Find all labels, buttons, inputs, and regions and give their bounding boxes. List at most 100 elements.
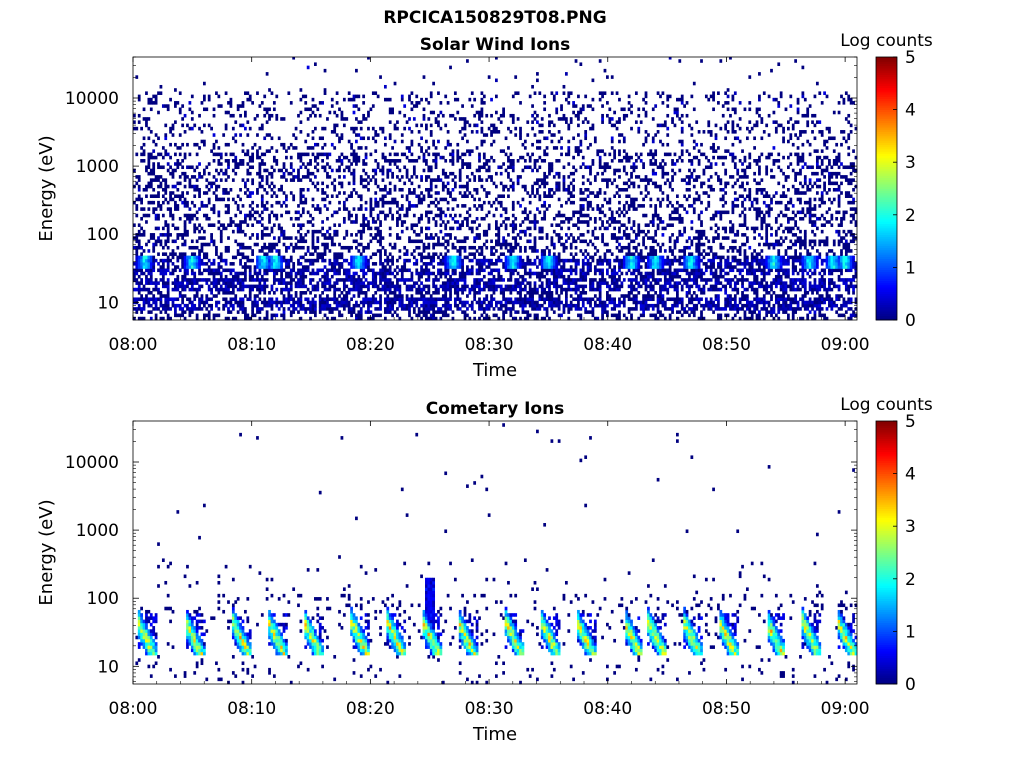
heatmap-cell [499,252,503,256]
heatmap-cell [137,297,141,302]
heatmap-cell [548,258,551,263]
heatmap-cell [581,233,585,237]
heatmap-cell [371,168,375,173]
heatmap-cell [137,175,141,179]
heatmap-cell [142,207,146,211]
heatmap-cell [577,94,580,99]
heatmap-cell [140,152,143,157]
heatmap-cell [176,146,180,150]
heatmap-cell [408,126,411,131]
heatmap-cell [210,233,213,237]
heatmap-cell [434,297,438,302]
heatmap-cell [396,265,399,269]
heatmap-cell [183,284,187,289]
heatmap-cell [364,200,368,205]
heatmap-cell [429,130,433,134]
heatmap-cell [528,281,532,285]
heatmap-cell [299,155,303,160]
heatmap-cell [557,258,561,263]
heatmap-cell [569,278,573,282]
heatmap-cell [557,300,561,305]
heatmap-cell [282,255,286,260]
heatmap-cell [169,297,172,302]
heatmap-cell [449,65,452,70]
heatmap-cell [408,146,411,150]
heatmap-cell [519,155,522,160]
heatmap-cell [321,268,324,273]
heatmap-cell [451,316,455,321]
heatmap-cell [497,200,501,205]
heatmap-cell [446,284,450,289]
heatmap-cell [311,104,315,108]
heatmap-cell [159,291,163,295]
heatmap-cell [552,175,556,179]
heatmap-cell [188,207,192,211]
heatmap-cell [543,178,547,182]
heatmap-cell [171,268,175,273]
heatmap-cell [328,226,332,231]
heatmap-cell [253,297,257,302]
heatmap-cell [466,300,469,305]
heatmap-cell [485,294,489,298]
heatmap-cell [364,178,368,182]
heatmap-cell [178,152,182,157]
heatmap-cell [186,204,189,208]
heatmap-cell [277,252,281,256]
heatmap-cell [234,316,238,321]
heatmap-cell [596,204,600,208]
heatmap-cell [212,191,216,195]
heatmap-cell [367,297,370,302]
heatmap-cell [458,245,462,250]
heatmap-cell [560,107,563,112]
heatmap-cell [292,245,296,250]
heatmap-cell [263,278,267,282]
heatmap-cell [251,152,255,157]
heatmap-cell [272,101,276,105]
heatmap-cell [314,310,317,314]
heatmap-cell [186,191,189,195]
heatmap-cell [224,210,228,215]
heatmap-cell [470,258,474,263]
heatmap-cell [543,159,547,163]
heatmap-cell [519,262,522,266]
heatmap-cell [202,123,206,128]
heatmap-cell [234,133,238,137]
heatmap-cell [441,184,445,189]
heatmap-cell [538,197,542,202]
heatmap-cell [137,291,141,295]
heatmap-cell [198,303,201,308]
heatmap-cell [507,194,510,198]
heatmap-cell [137,242,141,247]
heatmap-cell [577,146,580,150]
heatmap-cell [142,287,146,292]
heatmap-cell [567,226,571,231]
heatmap-cell [260,274,264,279]
heatmap-cell [550,239,554,244]
heatmap-cell [280,274,283,279]
heatmap-cell [579,142,583,147]
heatmap-cell [294,307,298,311]
heatmap-cell [256,294,259,298]
heatmap-cell [574,245,578,250]
heatmap-cell [362,178,366,182]
heatmap-cell [526,120,530,124]
heatmap-cell [374,181,378,186]
heatmap-cell [425,297,428,302]
heatmap-cell [383,216,387,221]
heatmap-cell [408,204,411,208]
heatmap-cell [383,281,387,285]
heatmap-cell [463,184,467,189]
heatmap-cell [446,300,450,305]
heatmap-cell [519,274,522,279]
heatmap-cell [521,300,525,305]
heatmap-cell [215,187,218,192]
heatmap-cell [164,271,168,276]
heatmap-cell [217,255,221,260]
heatmap-cell [272,236,276,240]
heatmap-cell [579,220,583,224]
heatmap-cell [268,220,271,224]
heatmap-cell [299,191,303,195]
heatmap-cell [444,94,448,99]
heatmap-cell [248,271,252,276]
heatmap-cell [540,117,544,121]
